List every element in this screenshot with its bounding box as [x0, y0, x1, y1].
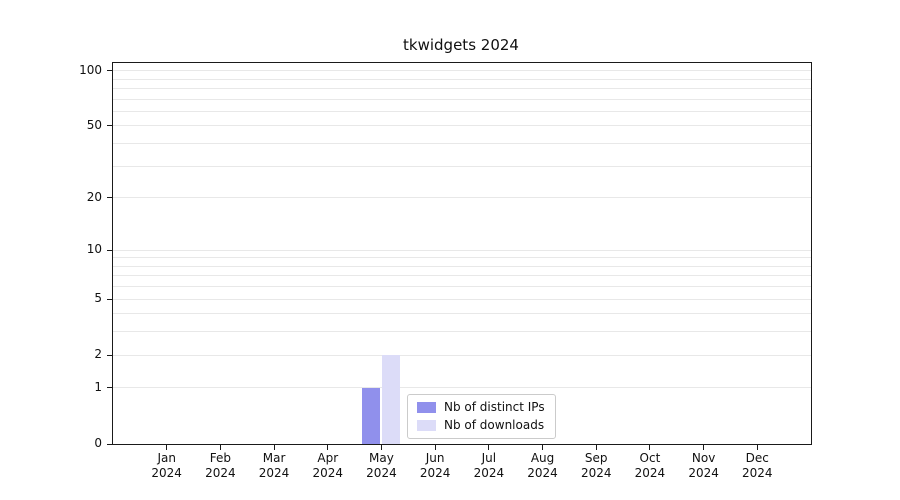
y-tick-label: 20: [86, 189, 102, 204]
x-tick-month: Jun: [425, 451, 445, 465]
gridline: [113, 257, 811, 259]
y-tick-label: 1: [94, 379, 102, 394]
x-axis-tick: [273, 445, 275, 450]
y-axis-tick: [107, 125, 112, 127]
y-tick-label: 50: [86, 117, 102, 132]
gridline: [113, 78, 811, 80]
x-tick-month: Nov: [691, 451, 716, 465]
x-axis-tick: [756, 445, 758, 450]
x-tick-label: Sep 2024: [574, 451, 618, 481]
x-tick-year: 2024: [527, 466, 558, 480]
x-tick-label: Apr 2024: [306, 451, 350, 481]
x-tick-label: May 2024: [359, 451, 403, 481]
gridline: [113, 125, 811, 127]
x-tick-year: 2024: [366, 466, 397, 480]
legend-swatch: [417, 419, 436, 431]
x-tick-label: Jan 2024: [145, 451, 189, 481]
x-axis-tick: [488, 445, 490, 450]
x-tick-month: May: [369, 451, 394, 465]
bar-nb-of-downloads-may: [382, 355, 401, 444]
bar-nb-of-distinct-ips-may: [362, 387, 381, 444]
x-tick-month: Jan: [157, 451, 176, 465]
gridline: [113, 87, 811, 89]
y-tick-label: 100: [79, 62, 102, 77]
gridline: [113, 354, 811, 356]
legend-entry: Nb of distinct IPs: [417, 400, 545, 414]
x-tick-year: 2024: [688, 466, 719, 480]
x-tick-month: Jul: [481, 451, 497, 465]
y-tick-label: 2: [94, 347, 102, 362]
gridline: [113, 275, 811, 277]
gridline: [113, 313, 811, 315]
x-tick-month: Apr: [317, 451, 339, 465]
gridline: [113, 143, 811, 145]
x-tick-month: Aug: [530, 451, 555, 465]
x-axis-tick: [703, 445, 705, 450]
x-tick-label: Oct 2024: [628, 451, 672, 481]
x-axis-tick: [166, 445, 168, 450]
y-axis-tick: [107, 249, 112, 251]
gridline: [113, 70, 811, 72]
legend-entry: Nb of downloads: [417, 418, 545, 432]
gridline: [113, 265, 811, 267]
x-axis-tick: [327, 445, 329, 450]
x-tick-month: Oct: [639, 451, 661, 465]
x-tick-year: 2024: [258, 466, 290, 480]
legend-label: Nb of distinct IPs: [444, 400, 545, 414]
x-axis-tick: [595, 445, 597, 450]
gridline: [113, 298, 811, 300]
x-tick-label: Feb 2024: [198, 451, 242, 481]
x-tick-year: 2024: [473, 466, 505, 480]
x-tick-label: Jun 2024: [413, 451, 457, 481]
y-tick-label: 5: [94, 291, 102, 306]
x-axis-tick: [649, 445, 651, 450]
x-tick-year: 2024: [580, 466, 612, 480]
x-tick-month: Feb: [209, 451, 231, 465]
x-tick-month: Dec: [745, 451, 769, 465]
x-tick-year: 2024: [634, 466, 666, 480]
x-axis-tick: [542, 445, 544, 450]
plot-area: Jan 2024 Feb 2024 Mar 2024 Apr 2024 May 2024 Jun 20…: [107, 62, 812, 480]
gridline: [113, 331, 811, 333]
x-axis-tick: [380, 445, 382, 450]
gridline: [113, 98, 811, 100]
y-tick-label: 0: [94, 436, 102, 450]
gridline: [113, 110, 811, 112]
x-tick-label: Mar 2024: [252, 451, 296, 481]
x-tick-year: 2024: [312, 466, 344, 480]
x-tick-label: Aug 2024: [521, 451, 565, 481]
x-tick-year: 2024: [419, 466, 451, 480]
x-tick-label: Nov 2024: [682, 451, 726, 481]
x-tick-year: 2024: [742, 466, 773, 480]
x-tick-label: Jul 2024: [467, 451, 511, 481]
legend-swatch: [417, 401, 436, 413]
gridline: [113, 165, 811, 167]
y-axis-tick: [107, 354, 112, 356]
x-tick-month: Sep: [584, 451, 608, 465]
legend-label: Nb of downloads: [444, 418, 545, 432]
x-tick-month: Mar: [262, 451, 286, 465]
x-axis-tick: [434, 445, 436, 450]
x-tick-year: 2024: [205, 466, 236, 480]
y-tick-label: 10: [86, 242, 102, 256]
chart-title: tkwidgets 2024: [403, 36, 519, 54]
gridline: [113, 387, 811, 389]
y-axis-tick: [107, 197, 112, 199]
y-axis-tick: [107, 387, 112, 389]
gridline: [113, 286, 811, 288]
x-tick-year: 2024: [151, 466, 182, 480]
y-axis-tick: [107, 70, 112, 72]
x-axis-tick: [219, 445, 221, 450]
y-axis-tick: [107, 298, 112, 300]
y-axis-tick: [107, 443, 112, 445]
gridline: [113, 197, 811, 199]
legend: Nb of distinct IPs Nb of downloads: [407, 394, 556, 439]
x-tick-label: Dec 2024: [735, 451, 779, 481]
gridline: [113, 249, 811, 251]
